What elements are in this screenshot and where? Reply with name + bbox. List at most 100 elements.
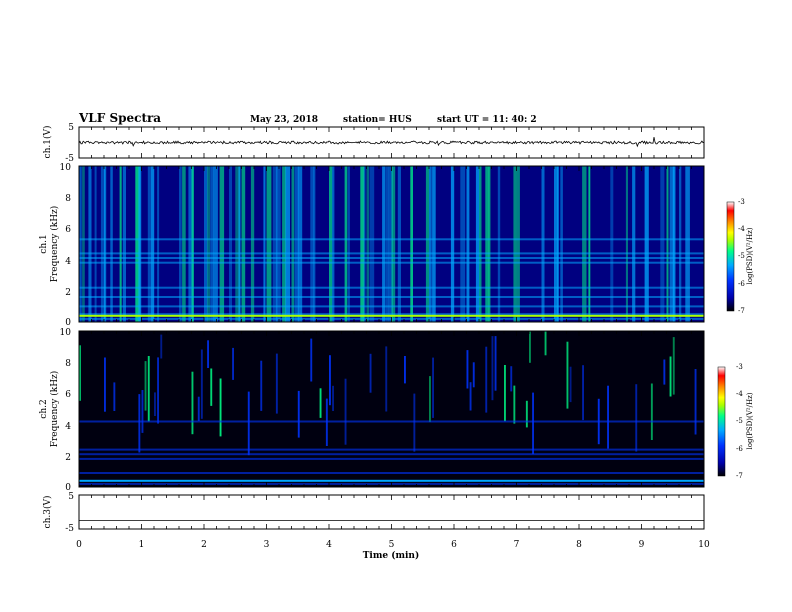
xtick-label: 3: [264, 540, 270, 550]
ch1-cb-tick-m3: -3: [738, 198, 745, 206]
spectrogram-burst: [207, 340, 209, 368]
spectrogram-burst: [188, 166, 194, 322]
ch2-ytick-8: 8: [65, 359, 71, 369]
spectrogram-burst: [479, 166, 482, 322]
ch1-colorbar: [726, 201, 735, 312]
spectrogram-burst: [432, 357, 434, 418]
spectrogram-band: [79, 420, 704, 423]
spectrogram-burst: [497, 166, 501, 322]
spectrogram-burst: [191, 166, 194, 322]
ch2-freq-ticks: 0 2 4 6 8 10: [60, 328, 72, 493]
spectrogram-burst: [429, 166, 432, 322]
spectrogram-burst: [694, 369, 697, 435]
xtick-label: 9: [639, 540, 645, 550]
xtick-label: 4: [326, 540, 332, 550]
ch2-ytick-6: 6: [65, 390, 71, 400]
spectrogram-burst: [469, 382, 472, 411]
spectrogram-burst: [582, 365, 584, 421]
spectrogram-burst: [541, 166, 545, 322]
spectrogram-burst: [275, 166, 281, 322]
spectrogram-burst: [625, 166, 628, 322]
spectrogram-burst: [332, 166, 335, 322]
ch2-spectrogram-base: [79, 331, 704, 487]
spectrogram-burst: [347, 166, 350, 322]
spectrogram-burst: [560, 166, 563, 322]
spectrogram-burst: [138, 166, 142, 322]
spectrogram-burst: [219, 378, 222, 437]
spectrogram-burst: [297, 166, 303, 322]
ch1-freq-ticks: 0 2 4 6 8 10: [60, 163, 72, 328]
spectrogram-burst: [385, 166, 389, 322]
xtick-label: 8: [576, 540, 582, 550]
ch1-ytick-2: 2: [65, 288, 71, 298]
spectrogram-band: [79, 448, 704, 451]
xtick-label: 1: [139, 540, 145, 550]
spectrogram-burst: [260, 360, 263, 411]
spectrogram-burst: [182, 166, 186, 322]
spectrogram-burst: [147, 166, 151, 322]
ch1-spectrogram-ylabel-freq: Frequency (kHz): [49, 206, 60, 283]
spectrogram-burst: [263, 166, 266, 322]
spectrogram-burst: [138, 394, 141, 453]
ch1-cb-tick-m7: -7: [738, 307, 745, 315]
spectrogram-burst: [332, 385, 334, 411]
spectrogram-lowfreq-line: [79, 479, 704, 482]
ch3-ytick-bottom: -5: [65, 524, 74, 534]
spectrogram-burst: [363, 166, 366, 322]
spectrogram-burst: [344, 166, 348, 322]
spectrogram-burst: [241, 166, 246, 322]
spectrogram-burst: [313, 166, 316, 322]
xtick-label: 0: [76, 540, 82, 550]
ch1-ytick-4: 4: [65, 257, 71, 267]
spectrogram-burst: [660, 166, 665, 322]
spectrogram-burst: [191, 371, 194, 435]
spectrogram-burst: [291, 166, 295, 322]
spectrogram-burst: [104, 357, 106, 412]
spectrogram-burst: [582, 166, 587, 322]
spectrogram-burst: [122, 166, 126, 322]
spectrogram-band: [79, 296, 704, 298]
spectrogram-band: [79, 261, 704, 264]
spectrogram-burst: [147, 356, 150, 422]
spectrogram-burst: [150, 166, 155, 322]
ch1-colorbar-label: log(PSD)(V²/Hz): [746, 227, 754, 284]
spectrogram-burst: [404, 356, 406, 384]
spectrogram-burst: [513, 385, 516, 424]
spectrogram-burst: [513, 166, 517, 322]
spectrogram-band: [79, 457, 704, 460]
spectrogram-band: [79, 305, 704, 308]
spectrogram-burst: [588, 166, 591, 322]
spectrogram-burst: [669, 166, 675, 322]
spectrogram-burst: [429, 376, 431, 423]
ch2-cb-tick-m5: -5: [736, 417, 743, 425]
spectrogram-burst: [485, 166, 490, 322]
ch2-ytick-4: 4: [65, 422, 71, 432]
time-axis-labels: 0 1 2 3 4 5 6 7 8 9 10: [76, 540, 710, 550]
ch1-ytick-10: 10: [60, 163, 72, 173]
spectrogram-burst: [79, 166, 82, 322]
spectrogram-band: [79, 313, 704, 316]
ch1-voltage-panel: 5 -5 ch.1(V): [42, 123, 705, 164]
xtick-label: 5: [389, 540, 395, 550]
figure-title: VLF Spectra: [78, 111, 161, 125]
spectrogram-burst: [310, 338, 313, 382]
ch2-cb-tick-m6: -6: [736, 445, 743, 453]
ch1-spectrogram-panel: 0 2 4 6 8 10 ch.1 Frequency (kHz) -3 -4 …: [39, 163, 754, 328]
spectrogram-burst: [82, 166, 85, 322]
spectrogram-burst: [110, 166, 113, 322]
spectrogram-burst: [610, 166, 614, 322]
spectrogram-burst: [282, 166, 287, 322]
spectrogram-burst: [219, 166, 225, 322]
spectrogram-burst: [666, 166, 669, 322]
spectrogram-burst: [247, 391, 250, 456]
spectrogram-burst: [529, 331, 531, 363]
spectrogram-burst: [104, 166, 107, 322]
spectrogram-burst: [635, 384, 638, 452]
ch2-ytick-0: 0: [65, 483, 71, 493]
spectrogram-burst: [432, 166, 436, 322]
spectrogram-burst: [344, 378, 347, 445]
ch2-ytick-2: 2: [65, 453, 71, 463]
xtick-label: 10: [698, 540, 710, 550]
ch2-colorbar-label: log(PSD)(V²/Hz): [746, 392, 754, 449]
spectrogram-burst: [388, 166, 393, 322]
